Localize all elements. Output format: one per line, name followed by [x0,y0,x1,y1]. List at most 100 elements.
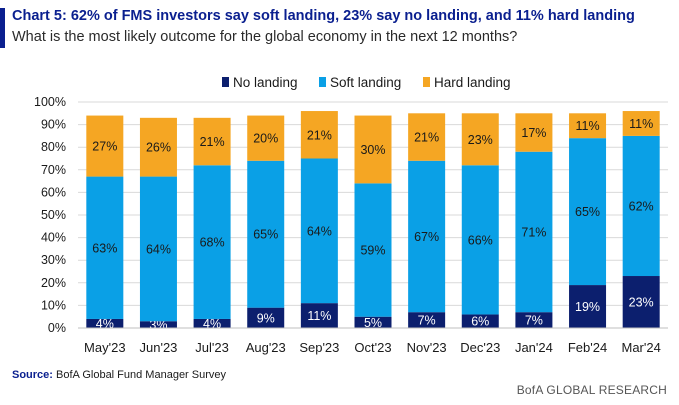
legend-label: Hard landing [434,75,511,90]
data-label: 64% [307,224,332,238]
x-tick-label: Sep'23 [299,340,339,355]
data-label: 64% [146,242,171,256]
bar-segment [569,113,607,139]
legend-swatch [222,77,229,87]
data-label: 26% [146,141,171,155]
data-label: 9% [257,311,275,325]
data-label: 71% [521,225,546,239]
bar-segment [622,111,660,136]
chart-title: Chart 5: 62% of FMS investors say soft l… [12,8,635,24]
bar-segment [300,111,338,159]
data-label: 67% [414,230,439,244]
x-tick-label: Jun'23 [140,340,178,355]
legend-label: No landing [233,75,298,90]
data-label: 5% [364,316,382,330]
data-label: 21% [414,131,439,145]
data-label: 30% [360,143,385,157]
data-label: 68% [200,236,225,250]
x-tick-label: Dec'23 [460,340,500,355]
bar-segment [86,176,124,319]
data-label: 11% [575,119,599,133]
bar-segment [139,176,177,322]
data-label: 11% [629,117,653,131]
data-label: 6% [471,315,489,329]
stacked-bar-chart: 0% 10% 20% 30% 40% 50% 60% 70% 80% 90% 100% No land… [34,75,668,355]
bar-segment [622,276,660,328]
bar-segment [354,183,392,317]
x-tick-label: May'23 [84,340,126,355]
bar-segment [408,312,446,328]
data-label: 23% [629,296,654,310]
bar-segment [139,117,177,177]
bar-segment [461,165,499,315]
bar-segment [300,303,338,328]
legend-swatch [423,77,430,87]
data-label: 19% [575,300,600,314]
bar-segment [354,316,392,328]
data-label: 7% [525,314,543,328]
bar-segment [569,285,607,328]
bar-segment [515,312,553,328]
bar-segment [193,318,231,328]
data-label: 65% [253,228,278,242]
data-label: 21% [200,135,225,149]
bar-segment [86,115,124,177]
y-tick-label: 10% [41,298,66,312]
chart-subtitle: What is the most likely outcome for the … [12,29,518,45]
data-label: 27% [92,140,117,154]
legend-swatch [319,77,326,87]
bar-segment [139,321,177,328]
source-note: Source: BofA Global Fund Manager Survey [12,369,226,381]
data-label: 20% [253,132,278,146]
bar-segment [86,318,124,328]
y-tick-label: 40% [41,231,66,245]
bar-segment [622,135,660,277]
bar-segment [247,115,285,161]
source-text: BofA Global Fund Manager Survey [56,369,227,381]
y-tick-label: 20% [41,276,66,290]
y-tick-label: 100% [34,95,66,109]
bar-segment [408,160,446,313]
data-label: 66% [468,233,493,247]
bar-segment [569,138,607,286]
y-tick-label: 70% [41,163,66,177]
data-label: 21% [307,128,332,142]
x-tick-label: Mar'24 [622,340,661,355]
data-label: 65% [575,205,600,219]
bar-segment [247,160,285,308]
x-tick-label: Aug'23 [246,340,286,355]
data-label: 4% [203,317,221,331]
data-label: 7% [418,314,436,328]
data-label: 17% [521,126,546,140]
y-tick-label: 50% [41,208,66,222]
data-label: 3% [149,318,167,332]
x-tick-label: Feb'24 [568,340,607,355]
bar-segment [461,113,499,166]
data-label: 62% [629,199,654,213]
footer-brand: BofA GLOBAL RESEARCH [516,383,667,397]
y-tick-label: 90% [41,118,66,132]
title-accent-bar [0,8,5,48]
y-tick-label: 60% [41,185,66,199]
bar-segment [515,151,553,313]
bar-segment [515,113,553,152]
x-tick-label: Nov'23 [407,340,447,355]
y-tick-label: 80% [41,140,66,154]
bar-segment [354,115,392,184]
data-label: 11% [307,309,331,323]
bar-segment [193,165,231,319]
x-tick-label: Jan'24 [515,340,553,355]
source-label: Source: [12,369,53,381]
bar-segment [461,314,499,328]
bar-segment [247,307,285,328]
y-tick-label: 30% [41,253,66,267]
y-tick-label: 0% [48,321,66,335]
bar-segment [300,158,338,304]
x-tick-label: Jul'23 [195,340,229,355]
data-label: 23% [468,133,493,147]
legend-label: Soft landing [330,75,401,90]
data-label: 59% [360,244,385,258]
data-label: 4% [96,317,114,331]
bar-segment [193,117,231,166]
x-tick-label: Oct'23 [354,340,391,355]
